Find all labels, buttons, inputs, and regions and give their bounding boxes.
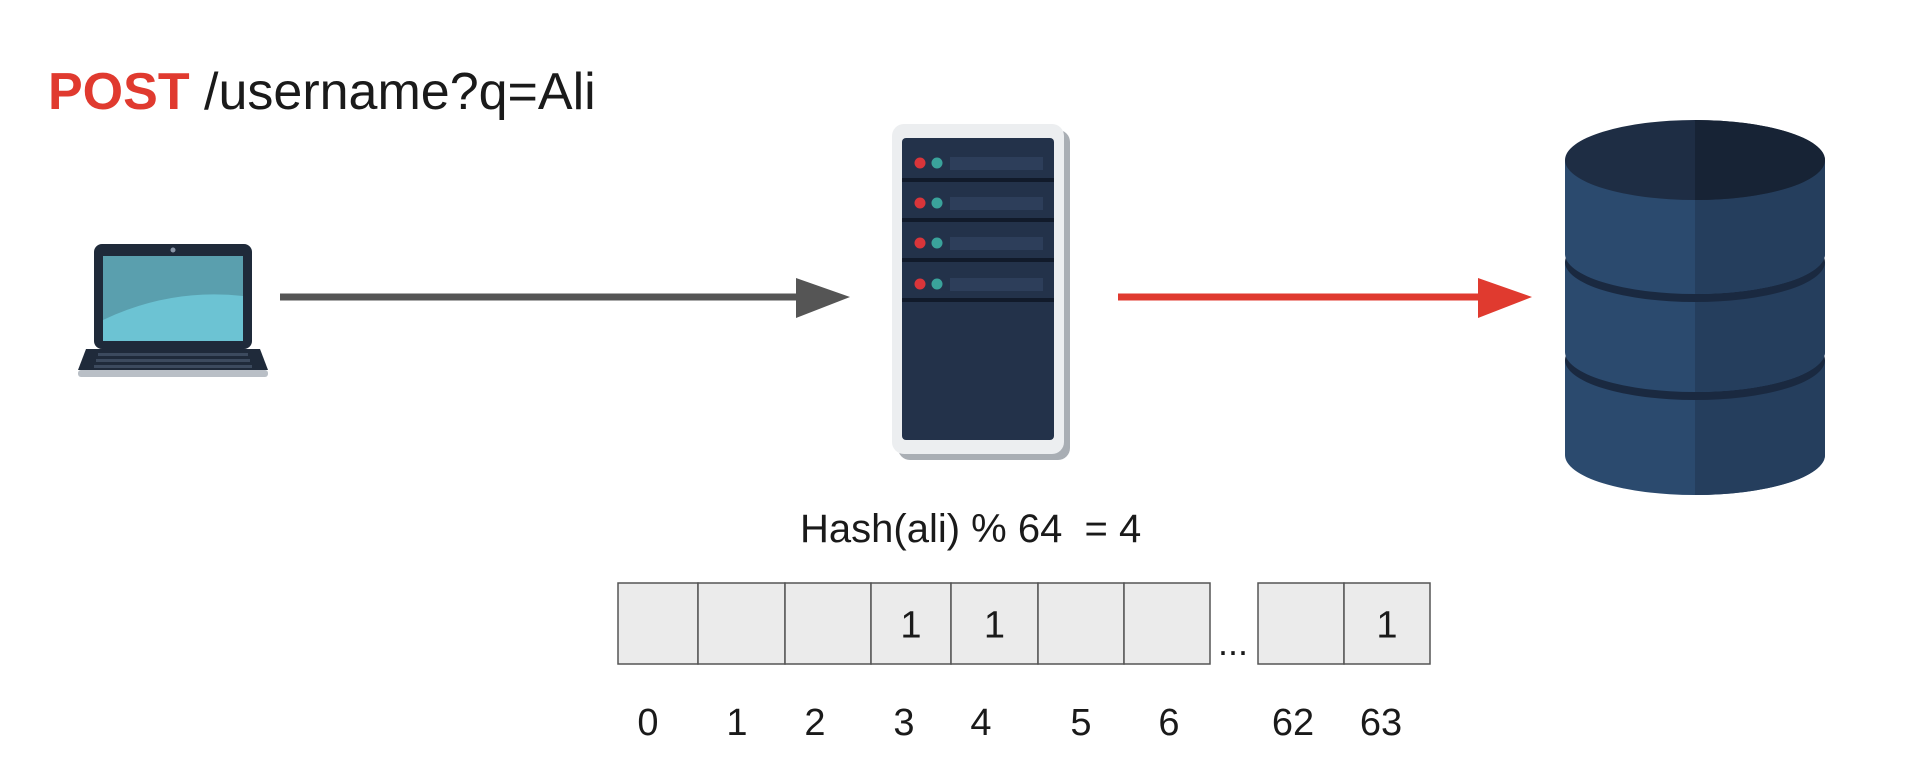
bit-cell-62 (1257, 582, 1345, 665)
bit-cell-6 (1123, 582, 1211, 665)
hash-formula: Hash(ali) % 64 = 4 (800, 507, 1142, 551)
bit-index-2: 2 (804, 702, 825, 744)
bit-value-63: 1 (1376, 605, 1397, 647)
bit-cell-1 (697, 582, 786, 665)
arrow-server-to-database (1118, 278, 1532, 318)
bit-index-6: 6 (1158, 702, 1179, 744)
database-icon (1565, 120, 1825, 495)
bit-cell-0 (617, 582, 699, 665)
bit-value-4: 1 (984, 605, 1005, 647)
request-path: /username?q=Ali (189, 63, 596, 121)
bit-index-4: 4 (970, 702, 991, 744)
arrow-client-to-server (280, 278, 850, 318)
bit-index-5: 5 (1070, 702, 1091, 744)
laptop-icon (78, 244, 268, 377)
bit-index-62: 62 (1272, 702, 1314, 744)
bit-index-63: 63 (1360, 702, 1402, 744)
bit-index-0: 0 (637, 702, 658, 744)
bit-cell-5 (1037, 582, 1125, 665)
bit-cell-63 (1343, 582, 1431, 665)
request-line: POST /username?q=Ali (48, 62, 596, 122)
server-icon (892, 124, 1070, 460)
bit-cell-4 (950, 582, 1039, 665)
bit-index-1: 1 (726, 702, 747, 744)
bit-cell-2 (784, 582, 872, 665)
request-method: POST (48, 63, 190, 121)
bit-cell-3 (870, 582, 952, 665)
bit-array-ellipsis: ... (1218, 622, 1248, 663)
bit-array: 0 1 2 1 3 1 4 5 6 62 1 63... (617, 582, 1431, 744)
bit-value-3: 1 (900, 605, 921, 647)
bit-index-3: 3 (893, 702, 914, 744)
